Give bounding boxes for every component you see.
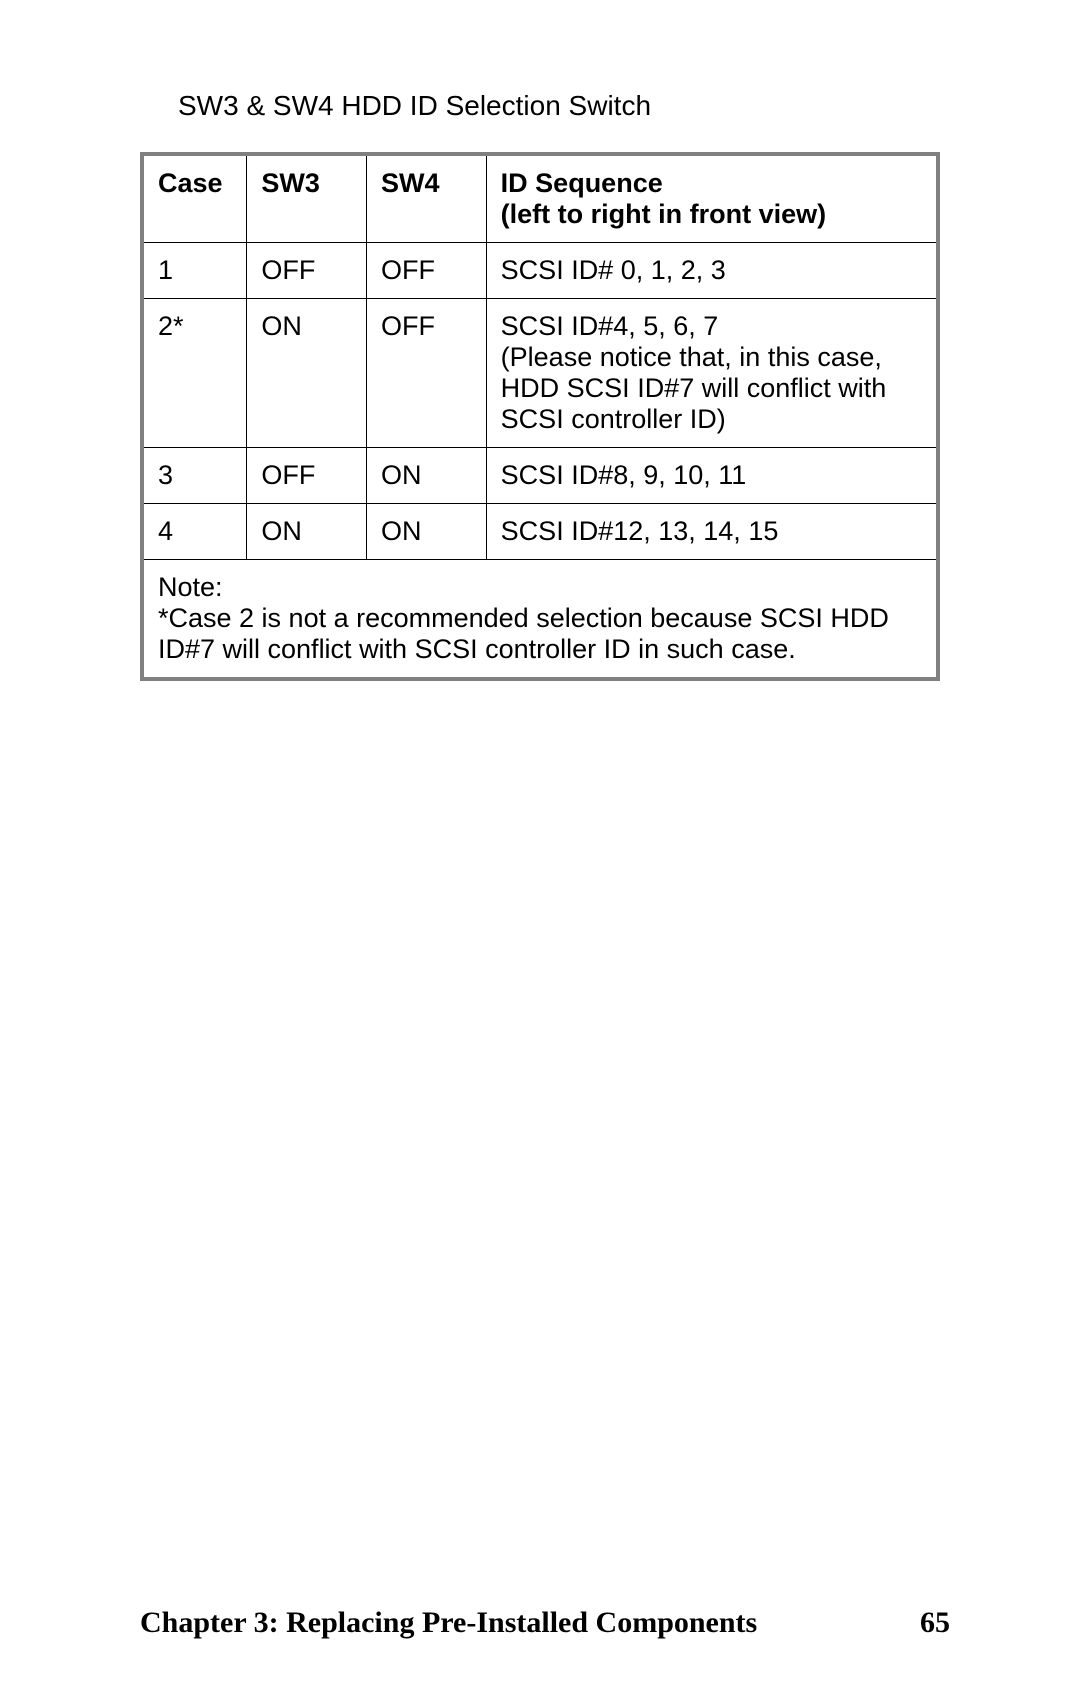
- section-title: SW3 & SW4 HDD ID Selection Switch: [178, 90, 950, 122]
- cell-sw3: OFF: [247, 243, 367, 299]
- footer-page-number: 65: [920, 1606, 950, 1640]
- cell-idseq: SCSI ID#4, 5, 6, 7(Please notice that, i…: [486, 299, 938, 448]
- cell-idseq: SCSI ID#12, 13, 14, 15: [486, 504, 938, 560]
- cell-sw3: ON: [247, 299, 367, 448]
- table-row: 1 OFF OFF SCSI ID# 0, 1, 2, 3: [142, 243, 938, 299]
- cell-sw3: ON: [247, 504, 367, 560]
- cell-idseq: SCSI ID#8, 9, 10, 11: [486, 448, 938, 504]
- header-idseq-line2: (left to right in front view): [501, 199, 826, 229]
- table-row: 3 OFF ON SCSI ID#8, 9, 10, 11: [142, 448, 938, 504]
- header-sw3: SW3: [247, 154, 367, 243]
- cell-sw4: OFF: [367, 299, 487, 448]
- cell-sw4: OFF: [367, 243, 487, 299]
- cell-idseq: SCSI ID# 0, 1, 2, 3: [486, 243, 938, 299]
- cell-sw3: OFF: [247, 448, 367, 504]
- table-row: 4 ON ON SCSI ID#12, 13, 14, 15: [142, 504, 938, 560]
- footer-chapter: Chapter 3: Replacing Pre-Installed Compo…: [140, 1606, 757, 1640]
- note-cell: Note:*Case 2 is not a recommended select…: [142, 560, 938, 680]
- cell-sw4: ON: [367, 448, 487, 504]
- header-idseq-line1: ID Sequence: [501, 168, 663, 198]
- cell-case: 3: [142, 448, 247, 504]
- header-case: Case: [142, 154, 247, 243]
- table-row: 2* ON OFF SCSI ID#4, 5, 6, 7(Please noti…: [142, 299, 938, 448]
- header-sw4: SW4: [367, 154, 487, 243]
- cell-case: 2*: [142, 299, 247, 448]
- table-note-row: Note:*Case 2 is not a recommended select…: [142, 560, 938, 680]
- cell-sw4: ON: [367, 504, 487, 560]
- cell-case: 4: [142, 504, 247, 560]
- header-idseq: ID Sequence (left to right in front view…: [486, 154, 938, 243]
- table-header-row: Case SW3 SW4 ID Sequence (left to right …: [142, 154, 938, 243]
- selection-table: Case SW3 SW4 ID Sequence (left to right …: [140, 152, 940, 681]
- cell-case: 1: [142, 243, 247, 299]
- page-footer: Chapter 3: Replacing Pre-Installed Compo…: [140, 1606, 950, 1640]
